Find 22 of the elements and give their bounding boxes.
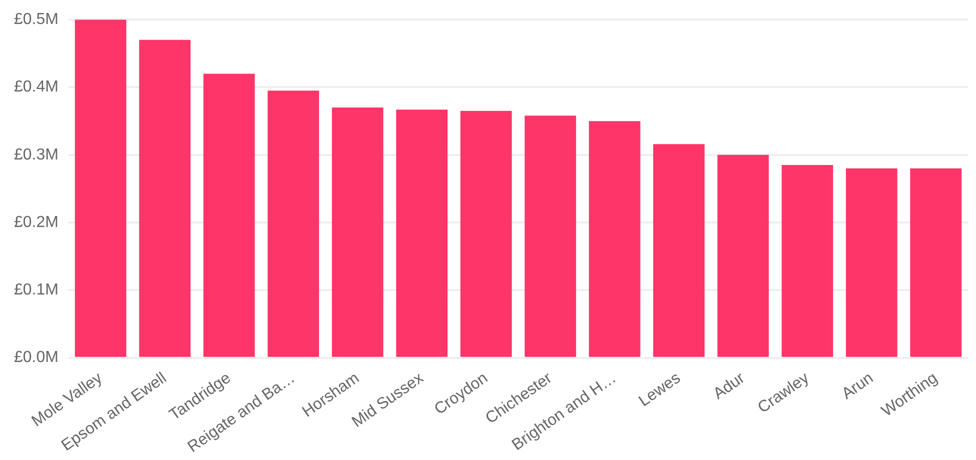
x-tick-label: Adur xyxy=(710,369,748,403)
bar xyxy=(588,121,640,357)
bar xyxy=(203,74,255,357)
y-tick-label: £0.5M xyxy=(14,11,58,28)
bar xyxy=(396,110,448,357)
bar xyxy=(139,40,191,357)
y-tick-label: £0.4M xyxy=(14,78,58,96)
bar xyxy=(782,165,834,357)
y-tick-label: £0.1M xyxy=(14,282,58,299)
bar xyxy=(717,154,769,357)
bar xyxy=(74,20,126,357)
bar xyxy=(910,168,962,357)
y-tick-label: £0.2M xyxy=(14,214,58,231)
bar xyxy=(460,110,512,357)
bar xyxy=(268,90,320,357)
y-tick-label: £0.0M xyxy=(14,349,58,366)
bar xyxy=(524,116,576,357)
bar xyxy=(332,108,384,357)
x-tick-label: Arun xyxy=(839,370,876,403)
bar xyxy=(846,168,898,357)
y-tick-label: £0.3M xyxy=(14,146,58,164)
bar xyxy=(653,144,705,357)
